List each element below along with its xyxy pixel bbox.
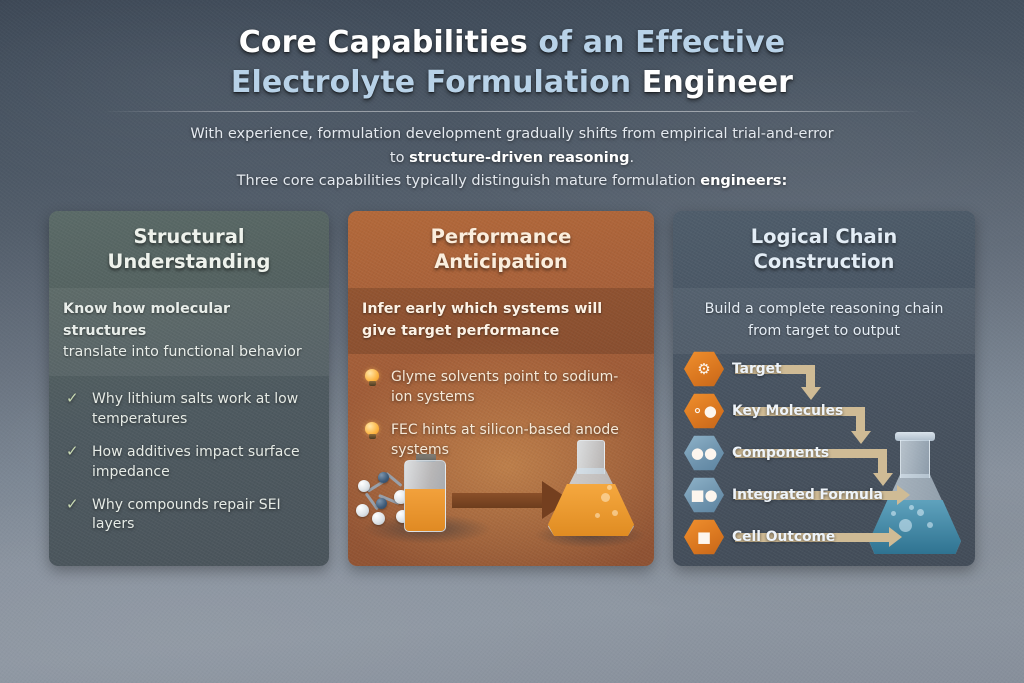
flow-step-integrated-formula[interactable]: ■● Integrated Formula [684,477,883,513]
card-3-summary-strong: Build a complete reasoning chain [704,300,944,317]
list-item-label: Why compounds repair SEI layers [92,496,281,533]
erlenmeyer-flask-orange-icon [548,440,634,536]
flow-step-key-molecules[interactable]: ⚬● Key Molecules [684,393,843,429]
flow-step-label: Components [732,445,830,461]
erlenmeyer-flask-blue-icon [869,432,961,554]
card-logical-chain-construction[interactable]: Logical Chain Construction Build a compl… [673,211,975,566]
subtitle-line-2-strong: structure-driven reasoning [409,149,630,166]
subtitle-line-3-strong: engineers: [700,173,788,190]
card-1-summary-normal: translate into functional behavior [63,344,302,361]
card-3-flow-chain: ⚙ Target ⚬● Key Molecules ●● Components … [673,349,975,564]
card-3-title: Logical Chain Construction [673,211,975,288]
card-3-summary: Build a complete reasoning chain from ta… [673,287,975,355]
battery-cap [416,454,436,462]
card-performance-anticipation[interactable]: Performance Anticipation Infer early whi… [348,211,654,566]
list-item: ✓ Why lithium salts work at low temperat… [66,390,313,430]
title-line-2-emphasis: Engineer [631,65,794,101]
card-3-title-line-1: Logical Chain [750,225,898,248]
subtitle-line-2-pre: to [389,149,410,166]
lightbulb-icon [365,369,382,387]
header-divider [107,111,917,113]
list-item: ✓ Why compounds repair SEI layers [66,496,313,536]
components-icon: ●● [684,435,724,471]
subtitle-line-2: to structure-driven reasoning. [0,147,1024,170]
card-3-title-line-2: Construction [753,249,895,273]
subtitle-line-3-pre: Three core capabilities typically distin… [236,173,701,190]
subtitle: With experience, formulation development… [0,123,1024,193]
formula-beakers-icon: ■● [684,477,724,513]
battery-icon [404,460,446,532]
flow-step-label: Target [732,361,782,377]
card-1-summary-strong: Know how molecular structures [63,300,231,339]
check-icon: ✓ [66,441,79,460]
title-line-2: Electrolyte Formulation Engineer [0,63,1024,103]
list-item-label: Why lithium salts work at low temperatur… [92,391,299,427]
flow-step-label: Cell Outcome [732,529,836,545]
title-line-1-emphasis: Core Capabilities [238,25,528,60]
card-2-bullet-list: Glyme solvents point to sodium-ion syste… [348,354,654,461]
capability-cards: Structural Understanding Know how molecu… [49,211,975,566]
card-1-title: Structural Understanding [49,211,329,288]
page-title: Core Capabilities of an Effective Electr… [0,0,1024,103]
target-gear-icon: ⚙ [684,351,724,387]
header: Core Capabilities of an Effective Electr… [0,0,1024,194]
flow-step-cell-outcome[interactable]: ■ Cell Outcome [684,519,835,555]
list-item-label: How additives impact surface impedance [92,443,300,480]
list-item-label: Glyme solvents point to sodium-ion syste… [391,369,619,406]
card-2-title-line-1: Performance [430,225,572,248]
flow-step-label: Integrated Formula [732,487,883,503]
card-2-illustration [348,426,654,566]
list-item: ✓ How additives impact surface impedance [66,443,313,483]
check-icon: ✓ [66,494,79,513]
list-item: Glyme solvents point to sodium-ion syste… [365,368,638,408]
card-3-summary-normal: from target to output [748,322,900,339]
title-line-2-rest: Electrolyte Formulation [230,65,632,101]
flow-step-target[interactable]: ⚙ Target [684,351,782,387]
flow-step-components[interactable]: ●● Components [684,435,829,471]
battery-cell-icon: ■ [684,519,724,555]
title-line-1-rest: of an Effective [527,25,786,60]
subtitle-line-1: With experience, formulation development… [190,126,834,143]
card-2-summary-normal: give target performance [362,322,560,339]
card-2-title-line-2: Anticipation [434,249,568,273]
subtitle-line-2-post: . [629,149,635,166]
molecules-icon: ⚬● [684,393,724,429]
list-item-label: FEC hints at silicon-based anode systems [391,422,619,458]
transform-arrow-icon [452,481,570,519]
card-1-bullet-list: ✓ Why lithium salts work at low temperat… [49,376,329,535]
card-2-title: Performance Anticipation [348,211,654,288]
list-item: FEC hints at silicon-based anode systems [365,421,638,461]
card-2-summary: Infer early which systems will give targ… [348,287,654,355]
flow-step-label: Key Molecules [732,403,844,419]
card-structural-understanding[interactable]: Structural Understanding Know how molecu… [49,211,329,566]
title-line-1: Core Capabilities of an Effective [0,23,1024,63]
card-2-summary-strong: Infer early which systems will [362,300,603,317]
card-1-title-line-1: Structural [133,225,245,248]
card-1-title-line-2: Understanding [107,249,271,273]
lightbulb-icon [365,422,382,440]
check-icon: ✓ [66,389,79,408]
card-1-summary: Know how molecular structures translate … [49,287,329,377]
subtitle-line-3: Three core capabilities typically distin… [0,170,1024,193]
